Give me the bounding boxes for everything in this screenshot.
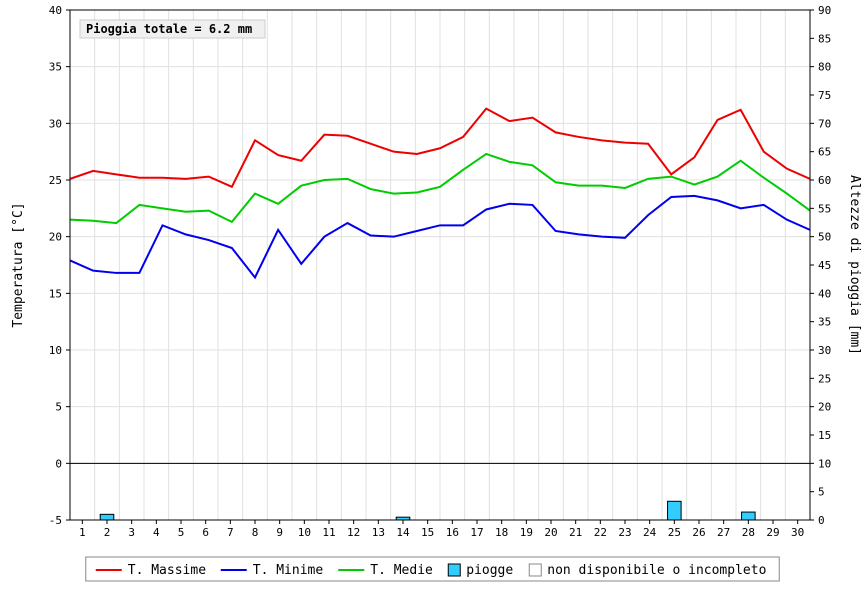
x-tick-label: 22 xyxy=(594,526,607,539)
y-right-tick-label: 40 xyxy=(818,287,831,300)
legend: T. Massime T. Minime T. Medie piogge non dis… xyxy=(86,557,780,581)
y-right-tick-label: 55 xyxy=(818,202,831,215)
x-tick-label: 21 xyxy=(569,526,582,539)
y-right-tick-label: 70 xyxy=(818,117,831,130)
x-tick-label: 3 xyxy=(128,526,135,539)
x-tick-label: 16 xyxy=(446,526,459,539)
x-tick-label: 13 xyxy=(372,526,385,539)
y-right-tick-label: 10 xyxy=(818,457,831,470)
y-left-tick-label: -5 xyxy=(49,514,62,527)
x-tick-label: 7 xyxy=(227,526,234,539)
x-tick-label: 27 xyxy=(717,526,730,539)
x-tick-label: 26 xyxy=(692,526,705,539)
x-tick-label: 18 xyxy=(495,526,508,539)
x-tick-label: 12 xyxy=(347,526,360,539)
y-right-tick-label: 65 xyxy=(818,146,831,159)
x-tick-label: 14 xyxy=(396,526,410,539)
y-left-tick-label: 10 xyxy=(49,344,62,357)
y-left-axis-title: Temperatura [°C] xyxy=(11,202,26,327)
y-left-tick-label: 35 xyxy=(49,61,62,74)
y-left-tick-label: 15 xyxy=(49,287,62,300)
x-tick-label: 29 xyxy=(766,526,779,539)
y-left-tick-label: 25 xyxy=(49,174,62,187)
legend-label: non disponibile o incompleto xyxy=(547,563,766,578)
x-tick-label: 17 xyxy=(470,526,483,539)
x-tick-label: 6 xyxy=(202,526,209,539)
x-tick-label: 23 xyxy=(618,526,631,539)
y-right-tick-label: 80 xyxy=(818,61,831,74)
legend-label: piogge xyxy=(466,563,513,578)
rain-bar xyxy=(668,501,682,520)
rain-bar xyxy=(742,512,756,520)
x-tick-label: 5 xyxy=(178,526,185,539)
y-left-tick-label: 30 xyxy=(49,117,62,130)
x-tick-label: 11 xyxy=(322,526,335,539)
y-right-tick-label: 15 xyxy=(818,429,831,442)
x-tick-label: 24 xyxy=(643,526,657,539)
legend-label: T. Medie xyxy=(370,563,433,578)
y-right-tick-label: 30 xyxy=(818,344,831,357)
x-tick-label: 15 xyxy=(421,526,434,539)
x-tick-label: 19 xyxy=(520,526,533,539)
y-right-axis-title: Altezze di pioggia [mm] xyxy=(847,175,862,355)
legend-label: T. Minime xyxy=(253,563,324,578)
x-tick-label: 2 xyxy=(104,526,111,539)
y-right-tick-label: 50 xyxy=(818,231,831,244)
x-tick-label: 30 xyxy=(791,526,804,539)
x-tick-label: 9 xyxy=(276,526,283,539)
rain-bar xyxy=(100,514,114,520)
y-right-tick-label: 85 xyxy=(818,32,831,45)
y-right-tick-label: 90 xyxy=(818,4,831,17)
weather-chart: 1234567891011121314151617181920212223242… xyxy=(0,0,865,600)
x-tick-label: 25 xyxy=(668,526,681,539)
x-tick-label: 1 xyxy=(79,526,86,539)
y-left-tick-label: 40 xyxy=(49,4,62,17)
x-tick-label: 28 xyxy=(742,526,755,539)
y-left-tick-label: 5 xyxy=(55,401,62,414)
x-tick-label: 8 xyxy=(252,526,259,539)
y-left-tick-label: 20 xyxy=(49,231,62,244)
x-tick-label: 20 xyxy=(544,526,557,539)
x-tick-label: 10 xyxy=(298,526,311,539)
y-right-tick-label: 60 xyxy=(818,174,831,187)
y-left-tick-label: 0 xyxy=(55,457,62,470)
legend-label: T. Massime xyxy=(128,563,206,578)
y-right-tick-label: 35 xyxy=(818,316,831,329)
y-right-tick-label: 0 xyxy=(818,514,825,527)
note-text: Pioggia totale = 6.2 mm xyxy=(86,22,252,36)
y-right-tick-label: 5 xyxy=(818,486,825,499)
x-tick-label: 4 xyxy=(153,526,160,539)
y-right-tick-label: 75 xyxy=(818,89,831,102)
y-right-tick-label: 45 xyxy=(818,259,831,272)
y-right-tick-label: 25 xyxy=(818,372,831,385)
y-right-tick-label: 20 xyxy=(818,401,831,414)
